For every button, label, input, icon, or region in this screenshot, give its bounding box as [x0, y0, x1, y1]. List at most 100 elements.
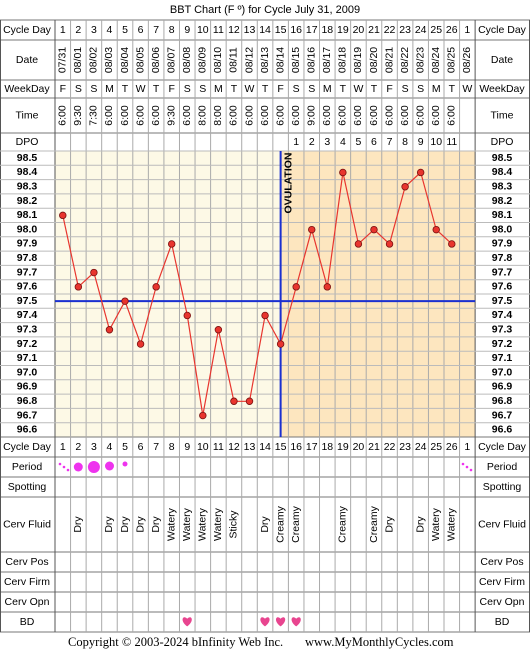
y-tick-label: 97.7 — [17, 266, 38, 278]
date: 08/09 — [197, 47, 209, 73]
y-tick-label: 97.5 — [17, 295, 38, 307]
weekday: S — [308, 83, 315, 95]
row-label-right: Cycle Day — [478, 441, 527, 453]
y-tick-label: 97.3 — [17, 324, 38, 336]
cycle-day: 23 — [399, 24, 411, 36]
cerv-fluid: Dry — [150, 516, 162, 533]
y-tick-label: 97.0 — [17, 366, 38, 378]
y-tick-label: 98.2 — [17, 195, 38, 207]
cycle-day: 15 — [275, 24, 287, 36]
dpo: 2 — [309, 136, 315, 148]
bd-hearts — [182, 617, 301, 627]
cycle-day: 26 — [446, 441, 458, 453]
cycle-day: 25 — [430, 24, 442, 36]
row-label: BD — [20, 616, 35, 628]
cycle-day: 6 — [138, 441, 144, 453]
temperature-point — [370, 225, 378, 234]
y-tick-label-right: 97.4 — [492, 309, 513, 321]
time: 6:00 — [103, 105, 115, 126]
cerv-fluid: Dry — [259, 516, 271, 533]
dpo: 11 — [446, 136, 457, 148]
cycle-day: 4 — [107, 441, 113, 453]
cycle-day: 8 — [169, 24, 175, 36]
cerv-fluid: Watery — [197, 507, 209, 541]
cycle-day: 3 — [91, 441, 97, 453]
date: 08/17 — [321, 47, 333, 73]
cycle-day: 1 — [464, 24, 470, 36]
row-label-right: Period — [487, 461, 518, 473]
y-tick-label-right: 97.3 — [492, 324, 513, 336]
y-tick-label: 98.5 — [17, 152, 38, 164]
cycle-day: 2 — [75, 24, 81, 36]
date: 08/25 — [446, 47, 458, 73]
temperature-point — [385, 240, 394, 248]
y-tick-label-right: 97.1 — [492, 352, 513, 364]
cycle-day: 8 — [169, 441, 175, 453]
background — [0, 19, 530, 633]
cerv-fluid: Watery — [430, 507, 442, 541]
row-label-right: Time — [491, 109, 514, 121]
row-label: Cycle Day — [3, 24, 52, 36]
weekday: T — [231, 83, 238, 95]
weekday: W — [353, 83, 363, 95]
row-label-right: DPO — [491, 136, 514, 148]
weekday: F — [60, 83, 66, 95]
y-tick-label-right: 97.6 — [492, 281, 513, 293]
y-tick-label: 97.2 — [17, 338, 38, 350]
row-label: Date — [16, 54, 38, 66]
temperature-point — [59, 211, 67, 220]
time: 6:00 — [321, 105, 333, 126]
time: 9:30 — [72, 105, 84, 126]
date: 08/26 — [461, 47, 473, 73]
y-tick-label-right: 98.3 — [492, 181, 513, 193]
row-label-right: Cerv Firm — [479, 576, 525, 588]
time: 8:00 — [197, 105, 209, 126]
date: 07/31 — [57, 47, 69, 73]
row-label-right: Cerv Fluid — [478, 518, 526, 530]
y-tick-label: 97.6 — [17, 281, 38, 293]
date: 08/11 — [228, 47, 240, 73]
dpo: 6 — [371, 136, 377, 148]
time: 6:00 — [446, 105, 458, 126]
cerv-fluid: Watery — [165, 507, 177, 541]
date: 08/21 — [383, 47, 395, 73]
dpo: 7 — [387, 136, 393, 148]
temperature-point — [292, 283, 300, 291]
weekday: T — [340, 83, 347, 95]
row-label-right: WeekDay — [479, 83, 525, 95]
weekday: T — [153, 83, 160, 95]
y-tick-label: 98.3 — [17, 181, 38, 193]
cerv-fluid: Watery — [181, 507, 193, 541]
y-tick-label-right: 97.8 — [492, 252, 513, 264]
chart-title: BBT Chart (F º) for Cycle July 31, 2009 — [170, 4, 360, 16]
cycle-day: 1 — [60, 24, 66, 36]
date: 08/13 — [259, 47, 271, 73]
cerv-fluid: Dry — [103, 516, 115, 533]
date: 08/15 — [290, 47, 302, 73]
temperature-point — [167, 240, 176, 248]
cycle-day: 6 — [138, 24, 144, 36]
row-label: Cerv Pos — [5, 556, 48, 568]
weekday: S — [75, 83, 82, 95]
row-label: Spotting — [8, 481, 47, 493]
date: 08/02 — [88, 47, 100, 73]
time: 9:00 — [306, 105, 318, 126]
date: 08/01 — [72, 47, 84, 73]
date: 08/04 — [119, 47, 131, 73]
time: 6:00 — [228, 105, 240, 126]
y-tick-label: 96.8 — [17, 395, 38, 407]
cycle-day: 12 — [228, 24, 240, 36]
cerv-fluid: Sticky — [228, 510, 240, 539]
cycle-day: 24 — [415, 24, 427, 36]
date: 08/07 — [165, 47, 177, 73]
cerv-fluid: Dry — [134, 516, 146, 533]
temperature-point — [214, 326, 223, 334]
cycle-day: 2 — [75, 441, 81, 453]
cycle-day: 1 — [464, 441, 470, 453]
row-label-right: Cerv Opn — [480, 596, 525, 608]
temperature-point — [308, 225, 316, 234]
website: www.MyMonthlyCycles.com — [305, 635, 454, 649]
weekday: F — [386, 83, 392, 95]
cycle-day: 9 — [184, 441, 190, 453]
